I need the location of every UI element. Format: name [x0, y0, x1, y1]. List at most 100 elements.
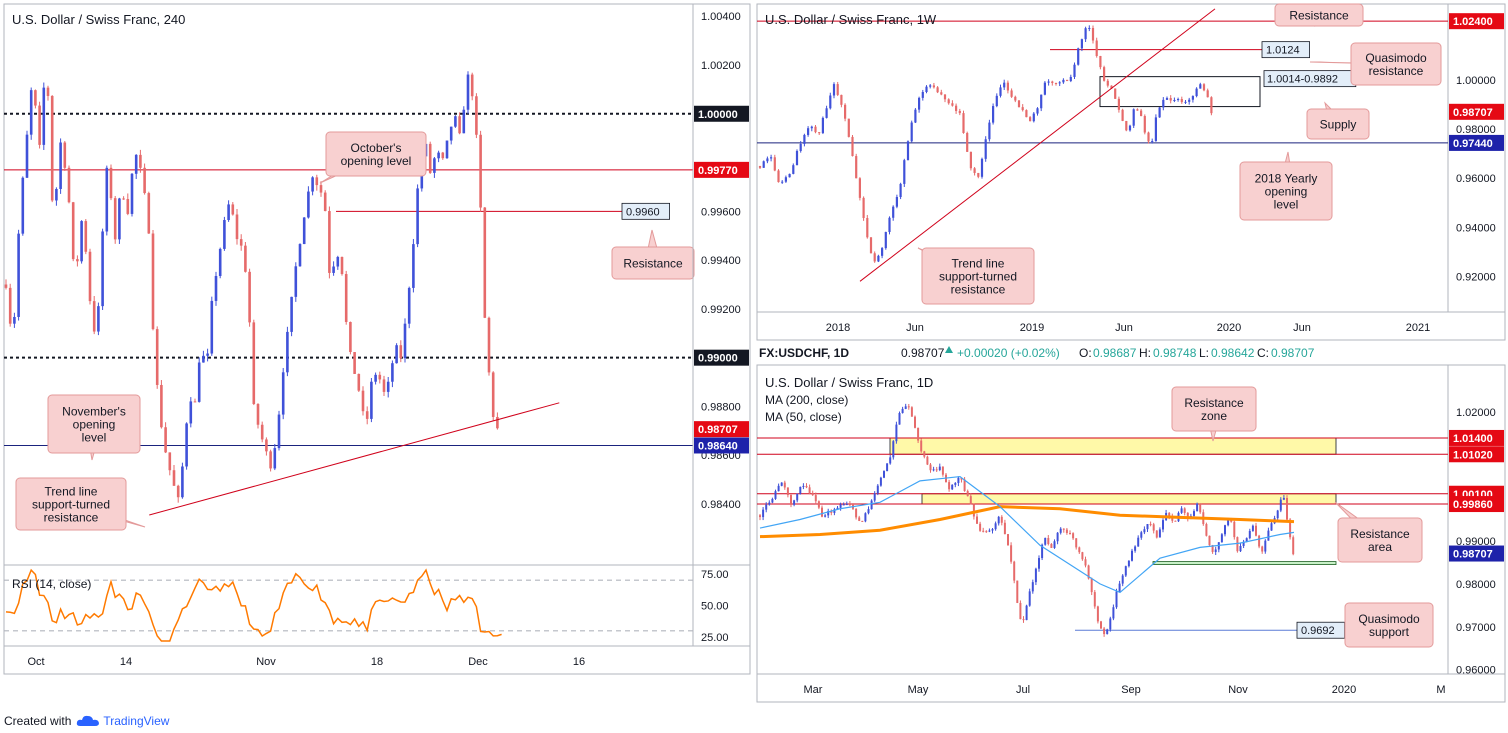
annotation-text: opening [1265, 185, 1308, 199]
candle-body [386, 381, 390, 392]
candle-body [298, 244, 302, 267]
w1-supply-zone [1099, 76, 1261, 108]
candle-body [886, 463, 889, 472]
h4-price-tag-text: 1.00000 [698, 109, 738, 121]
candle-body [867, 509, 870, 514]
w1-price-tag-text: 0.98707 [1453, 107, 1493, 119]
candle-body [1191, 96, 1194, 100]
candle-body [391, 363, 394, 382]
rsi-line [5, 568, 502, 642]
w1-y-tick-label: 0.92000 [1456, 271, 1496, 283]
annotation-text: resistance [44, 511, 99, 525]
candle-body [836, 84, 839, 95]
d1-zone [1152, 561, 1337, 565]
candle-body [1115, 591, 1118, 608]
candle-body [1066, 79, 1069, 82]
candle-body [935, 469, 938, 471]
d1-indicator-label: MA (50, close) [765, 410, 842, 424]
candle-body [770, 157, 773, 159]
candle-body [1032, 113, 1035, 122]
candle-body [382, 379, 386, 392]
candle-body [877, 255, 880, 262]
h4-axis [692, 3, 751, 566]
candle-body [487, 317, 491, 373]
d1-axis [1447, 364, 1506, 675]
d1-candles [759, 403, 1295, 637]
annotation-box [1350, 42, 1442, 86]
candle-body [997, 516, 1000, 524]
d1-price-tag-text: 0.99860 [1453, 499, 1493, 511]
candle-body [1118, 583, 1121, 592]
annotation-box [47, 394, 141, 454]
candle-body [21, 177, 25, 234]
candle-body [491, 372, 495, 417]
d1-y-tick-label: 0.96000 [1456, 665, 1496, 677]
candle-body [814, 126, 817, 133]
d1-high-key: H: [1139, 346, 1151, 360]
candle-body [181, 466, 184, 498]
w1-y-tick-label: 0.98000 [1456, 124, 1496, 136]
candle-body [951, 484, 954, 490]
candle-body [870, 500, 873, 510]
candle-body [462, 109, 466, 134]
candle-body [855, 156, 858, 179]
annotation-text: Supply [1320, 118, 1357, 132]
candle-body [143, 167, 146, 194]
annotation-text: Resistance [623, 257, 683, 271]
candle-body [286, 331, 289, 373]
candle-body [833, 509, 836, 513]
tradingview-brand[interactable]: TradingView [103, 714, 170, 728]
candle-body [792, 165, 795, 174]
candle-body [1245, 538, 1248, 542]
candle-body [1080, 39, 1083, 49]
candle-body [155, 329, 159, 385]
candle-body [302, 217, 306, 245]
candle-body [1227, 519, 1230, 526]
annotation-text: November's [62, 405, 126, 419]
candle-body [979, 523, 982, 531]
candle-body [923, 451, 926, 457]
candle-body [1173, 99, 1176, 101]
candle-body [1010, 90, 1013, 97]
candle-body [858, 517, 861, 521]
candle-body [88, 251, 92, 302]
candle-body [1075, 538, 1078, 548]
candle-body [948, 482, 951, 490]
candle-body [189, 401, 193, 424]
candle-body [1140, 532, 1143, 538]
candle-body [1081, 552, 1084, 560]
candle-body [1143, 529, 1146, 533]
candle-body [895, 197, 898, 207]
candle-body [982, 530, 985, 532]
candle-body [1013, 561, 1016, 581]
candle-body [988, 122, 991, 140]
candle-body [357, 373, 361, 391]
candle-body [1051, 81, 1054, 84]
candle-body [193, 401, 197, 403]
rsi-label: RSI (14, close) [12, 577, 91, 591]
candle-body [1084, 28, 1087, 40]
candle-body [829, 95, 832, 109]
candle-body [437, 152, 440, 159]
d1-price-tag-text: 1.01020 [1453, 449, 1493, 461]
candle-body [914, 416, 916, 428]
candle-body [1109, 618, 1112, 630]
h4-x-tick-label: Nov [256, 656, 276, 668]
w1-trendline [859, 8, 1216, 282]
candle-body [147, 193, 151, 234]
w1-y-tick-label: 1.00000 [1456, 75, 1496, 87]
candle-body [805, 485, 808, 488]
candle-body [105, 167, 109, 232]
candle-body [963, 479, 966, 492]
candle-body [277, 414, 281, 449]
d1-close-key: C: [1257, 346, 1269, 360]
candle-body [762, 161, 765, 168]
candle-body [1276, 510, 1279, 519]
annotation-text: level [82, 431, 107, 445]
h4-price-tag-text: 0.99770 [698, 165, 738, 177]
candle-body [1058, 82, 1061, 84]
candle-body [1041, 544, 1044, 559]
d1-open: 0.98687 [1093, 346, 1137, 360]
candle-body [399, 345, 403, 359]
